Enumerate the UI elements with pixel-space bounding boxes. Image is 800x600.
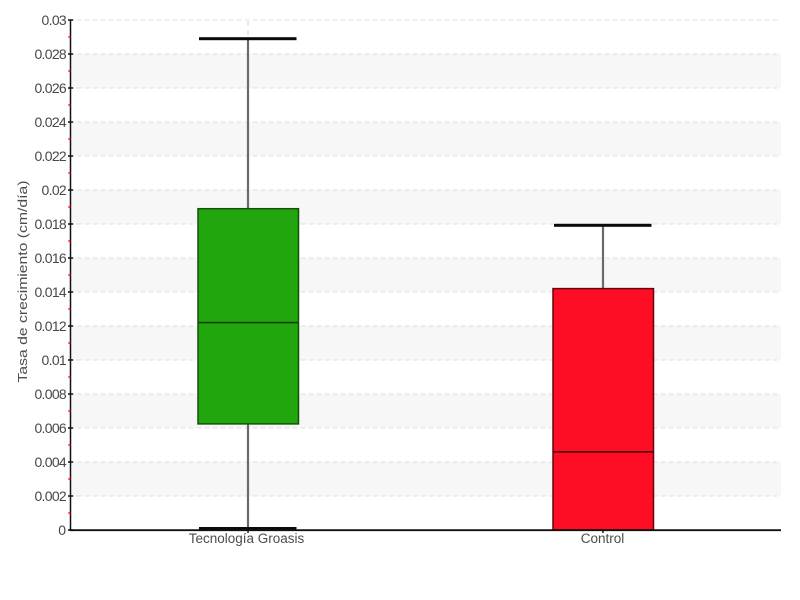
svg-text:0.008: 0.008 [34,386,66,402]
svg-text:0.006: 0.006 [34,420,66,436]
svg-text:Tasa de crecimiento (cm/día): Tasa de crecimiento (cm/día) [15,181,30,383]
svg-text:0.002: 0.002 [34,488,66,504]
svg-text:0.022: 0.022 [34,148,66,164]
svg-text:0.01: 0.01 [42,352,67,368]
svg-text:0.014: 0.014 [34,284,66,300]
svg-text:0.03: 0.03 [42,12,67,28]
svg-text:0.016: 0.016 [34,250,66,266]
svg-text:0.018: 0.018 [34,216,66,232]
svg-text:0.004: 0.004 [34,454,66,470]
svg-text:0: 0 [58,522,66,538]
svg-text:0.024: 0.024 [34,114,66,130]
svg-text:0.02: 0.02 [42,182,67,198]
svg-text:0.026: 0.026 [34,80,66,96]
svg-text:0.012: 0.012 [34,318,66,334]
svg-text:0.028: 0.028 [34,46,66,62]
svg-text:Tecnología Groasis: Tecnología Groasis [189,531,305,546]
svg-text:Control: Control [581,531,625,546]
